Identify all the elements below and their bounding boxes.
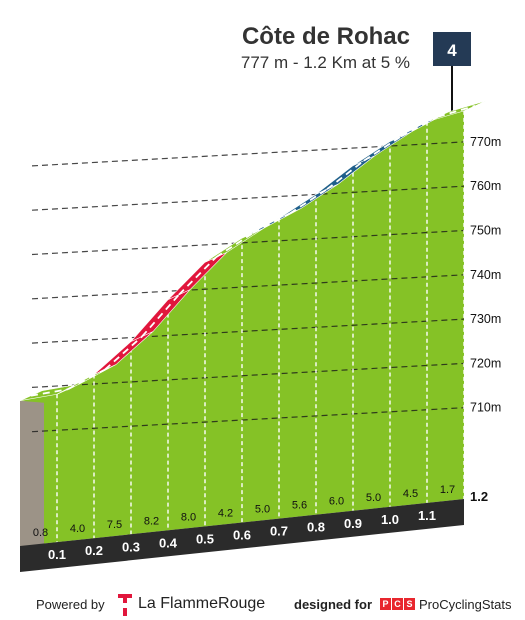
altitude-gridline <box>31 274 465 300</box>
segment-gradient-label: 8.2 <box>144 515 159 527</box>
profile-left-cap <box>20 400 44 548</box>
center-dash-line <box>141 294 180 338</box>
y-tick-label: 740m <box>470 268 501 282</box>
altitude-gridline <box>31 407 465 433</box>
center-dash-line <box>289 188 328 215</box>
km-distance-label: 0.9 <box>344 516 362 531</box>
category-badge-number: 4 <box>447 41 457 60</box>
profile-base-strip <box>20 499 464 572</box>
y-tick-label: 730m <box>470 312 501 326</box>
designed-for-text: designed for <box>294 597 373 612</box>
altitude-gridline <box>31 229 465 256</box>
y-tick-label: 750m <box>470 224 501 238</box>
climb-subtitle: 777 m - 1.2 Km at 5 % <box>241 53 410 72</box>
segment-gradient-label: 8.0 <box>181 511 196 523</box>
y-tick-label: 760m <box>470 179 501 193</box>
flamme-rouge-logo-icon <box>118 594 132 616</box>
center-dash-line <box>104 335 143 371</box>
km-distance-label: 1.1 <box>418 508 436 523</box>
pcs-letter-c: C <box>392 598 403 610</box>
km-distance-label: 0.6 <box>233 528 251 543</box>
km-distance-label: 0.3 <box>122 539 140 554</box>
end-km-label: 1.2 <box>470 489 488 504</box>
km-distance-label: 0.1 <box>48 547 66 562</box>
segment-gradient-label: 4.0 <box>70 523 85 535</box>
procyclingstats-name: ProCyclingStats <box>419 597 512 612</box>
segment-gradient-label: 7.5 <box>107 519 122 531</box>
center-dash-line <box>30 388 69 397</box>
segment-gradient-label: 5.6 <box>292 500 307 512</box>
center-dash-line <box>252 212 291 234</box>
altitude-gridline <box>31 185 465 211</box>
center-dash-line <box>437 105 476 118</box>
footer: Powered by La FlammeRouge designed for P… <box>0 588 525 620</box>
km-distance-label: 0.5 <box>196 531 214 546</box>
km-distance-label: 0.8 <box>307 520 325 535</box>
km-distance-label: 1.0 <box>381 512 399 527</box>
center-dash-line <box>326 159 365 190</box>
segment-gradient-label: 4.5 <box>403 488 418 500</box>
altitude-gridline <box>31 141 465 167</box>
climb-profile-chart: Côte de Rohac 777 m - 1.2 Km at 5 % 4 71… <box>19 23 501 572</box>
pcs-logo-icon: P C S <box>380 598 415 610</box>
climb-title: Côte de Rohac <box>242 23 410 50</box>
center-dash-line <box>178 256 217 296</box>
center-dash-line <box>363 135 402 162</box>
la-flamme-rouge-name: La FlammeRouge <box>138 595 266 612</box>
segment-gradient-label: 1.7 <box>440 484 455 496</box>
segment-gradient-label: 4.2 <box>218 507 233 519</box>
segment-gradient-label: 5.0 <box>366 492 381 504</box>
segment-gradient-label: 0.8 <box>33 527 48 539</box>
segment-gradient-label: 6.0 <box>329 496 344 508</box>
pcs-letter-s: S <box>404 598 415 610</box>
segment-gradient-label: 5.0 <box>255 504 270 516</box>
center-dash-line <box>400 115 439 138</box>
category-badge-box <box>433 32 471 66</box>
km-distance-label: 0.4 <box>159 535 178 550</box>
altitude-gridline <box>31 362 465 388</box>
center-dash-line <box>67 368 106 391</box>
center-dash-line <box>215 232 254 258</box>
y-tick-label: 720m <box>470 356 501 370</box>
powered-by-text: Powered by <box>36 597 105 612</box>
km-distance-label: 0.2 <box>85 543 103 558</box>
pcs-letter-p: P <box>380 598 391 610</box>
km-distance-label: 0.7 <box>270 524 288 539</box>
altitude-gridline <box>31 318 465 344</box>
y-tick-label: 710m <box>470 401 501 415</box>
profile-area <box>20 110 464 546</box>
y-tick-label: 770m <box>470 135 501 149</box>
